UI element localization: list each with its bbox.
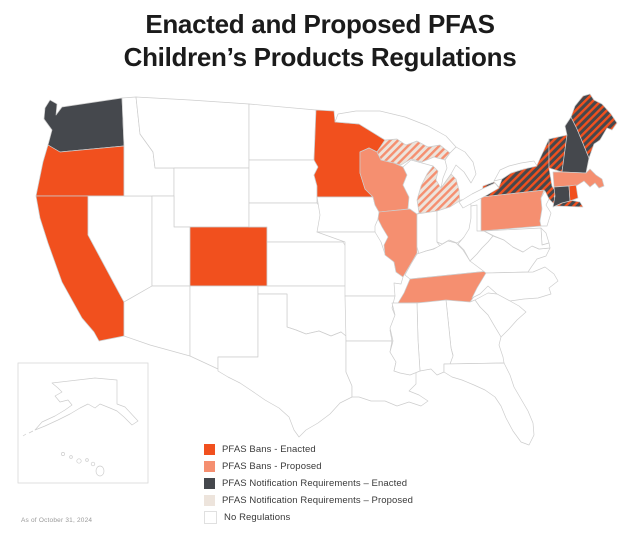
legend-label-ban_enacted: PFAS Bans - Enacted (222, 443, 316, 455)
legend-label-ban_proposed: PFAS Bans - Proposed (222, 460, 322, 472)
lake-erie (458, 182, 500, 209)
state-mississippi (389, 302, 421, 376)
legend: PFAS Bans - Enacted PFAS Bans - Proposed P… (204, 443, 413, 524)
state-florida (443, 362, 535, 446)
state-maine (570, 93, 618, 159)
state-texas (217, 293, 353, 438)
state-alaska-aleutians (22, 430, 34, 437)
legend-label-none: No Regulations (224, 511, 291, 523)
legend-swatch-ban_proposed (204, 460, 215, 472)
state-arizona (123, 285, 191, 357)
page-title-line2: Children’s Products Regulations (123, 41, 517, 72)
legend-item-notif_enacted: PFAS Notification Requirements – Enacted (204, 477, 413, 489)
attribution-note: As of October 31, 2024 (21, 517, 93, 524)
legend-label-notif_enacted: PFAS Notification Requirements – Enacted (222, 477, 408, 489)
state-oregon (35, 144, 125, 197)
state-arkansas (344, 295, 397, 342)
state-maryland (483, 227, 551, 253)
legend-swatch-ban_enacted (204, 443, 215, 455)
state-north-dakota (248, 103, 317, 161)
state-new-mexico (189, 285, 259, 370)
legend-item-ban_enacted: PFAS Bans - Enacted (204, 443, 413, 455)
legend-item-notif_proposed: PFAS Notification Requirements – Propose… (204, 494, 413, 506)
page-title: Enacted and Proposed PFAS Children’s Pro… (0, 8, 640, 73)
state-hawaii (61, 452, 105, 477)
legend-swatch-none (204, 510, 217, 524)
state-wyoming (173, 167, 250, 228)
lake-superior (334, 110, 457, 154)
lake-huron (440, 146, 477, 189)
state-colorado (189, 226, 268, 287)
state-new-jersey (539, 190, 552, 227)
legend-swatch-notif_proposed (204, 494, 215, 506)
state-rhode-island (568, 184, 579, 202)
state-alaska (34, 377, 139, 431)
legend-item-none: No Regulations (204, 510, 413, 524)
lake-michigan (402, 159, 434, 215)
state-washington (43, 97, 125, 153)
state-north-carolina (471, 266, 559, 302)
state-kansas (266, 241, 349, 287)
legend-swatch-notif_enacted (204, 477, 215, 489)
page-title-line1: Enacted and Proposed PFAS (145, 9, 495, 39)
state-iowa (316, 196, 380, 233)
lake-ontario (493, 160, 538, 182)
legend-label-notif_proposed: PFAS Notification Requirements – Propose… (222, 494, 414, 506)
alaska-hawaii-inset-box (17, 362, 149, 484)
legend-item-ban_proposed: PFAS Bans - Proposed (204, 460, 413, 472)
state-south-dakota (248, 159, 319, 204)
